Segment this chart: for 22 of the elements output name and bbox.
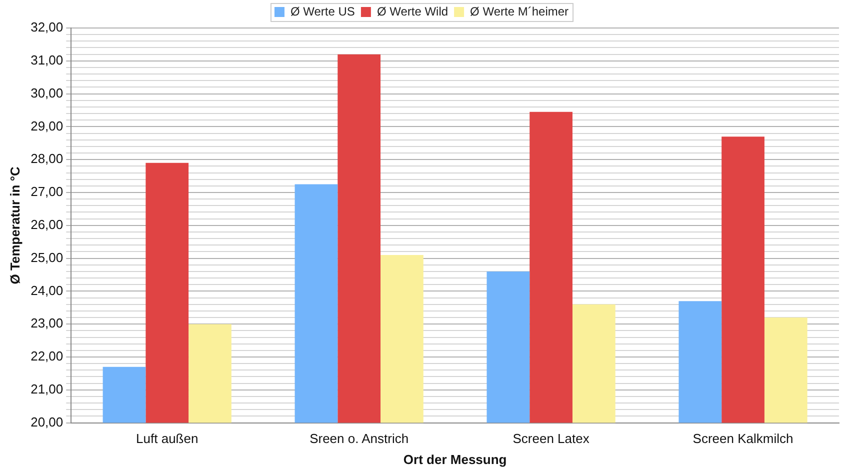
y-tick-label: 21,00 [30, 381, 64, 396]
legend-label: Ø Werte Wild [376, 4, 448, 18]
legend-label: Ø Werte US [290, 4, 355, 18]
x-tick-label: Sreen o. Anstrich [310, 431, 409, 446]
y-tick-label: 30,00 [30, 85, 64, 100]
x-tick-label: Screen Kalkmilch [692, 431, 794, 446]
legend-label: Ø Werte M´heimer [470, 4, 569, 18]
y-tick-label: 26,00 [30, 216, 64, 232]
x-tick-label: Screen Latex [512, 431, 590, 446]
y-tick-label: 29,00 [30, 118, 64, 134]
y-axis-title: Ø Temperatur in °C [7, 166, 22, 284]
y-tick-label: 32,00 [30, 20, 64, 35]
y-tick-label: 24,00 [30, 282, 64, 298]
x-tick-label: Luft außen [136, 431, 198, 446]
y-tick-label: 28,00 [30, 151, 64, 166]
y-tick-label: 27,00 [30, 184, 64, 200]
y-tick-label: 31,00 [30, 52, 64, 68]
x-axis-title: Ort der Messung [403, 452, 507, 467]
y-tick-label: 22,00 [30, 348, 64, 364]
y-tick-label: 20,00 [30, 414, 64, 430]
y-tick-label: 25,00 [30, 250, 64, 265]
y-tick-label: 23,00 [30, 316, 64, 331]
